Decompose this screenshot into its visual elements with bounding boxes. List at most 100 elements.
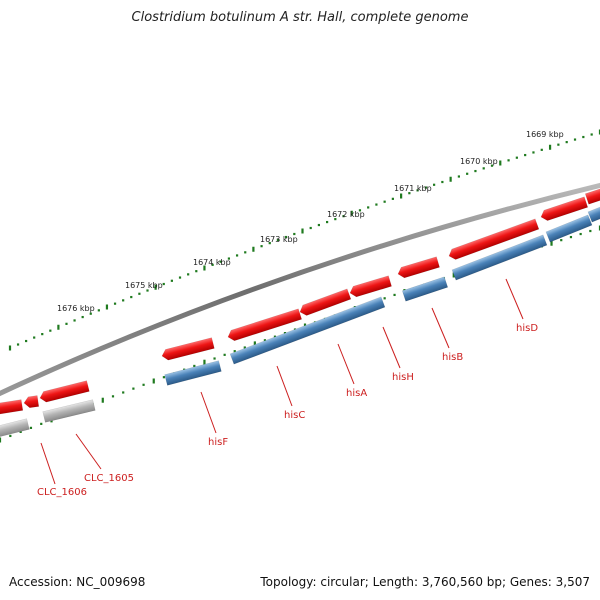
gene-label[interactable]: hisC [284, 410, 305, 421]
ruler-minor-tick [383, 200, 386, 203]
gene-arrow [229, 296, 386, 365]
ruler-minor-tick [416, 189, 419, 192]
ruler-major-tick [499, 160, 502, 166]
genome-backbone [0, 182, 600, 397]
feature-arrow [540, 196, 589, 221]
genome-summary: Topology: circular; Length: 3,760,560 bp… [260, 575, 590, 589]
ruler-minor-tick [122, 391, 125, 394]
ruler-minor-tick [408, 192, 411, 195]
ruler-label: 1669 kbp [526, 130, 564, 139]
ruler-major-tick [101, 397, 104, 403]
ruler-minor-tick [457, 175, 460, 178]
ruler-minor-tick [263, 339, 267, 342]
ruler-major-tick [400, 193, 403, 199]
ruler-minor-tick [276, 238, 280, 242]
ruler-minor-tick [490, 164, 494, 167]
ruler-major-tick [452, 272, 455, 278]
ruler-minor-tick [89, 312, 92, 315]
ruler-major-tick [152, 378, 155, 384]
ruler-label: 1674 kbp [193, 258, 231, 267]
ruler-minor-tick [122, 299, 125, 302]
ruler-minor-tick [569, 235, 573, 239]
ruler-minor-tick [317, 223, 320, 227]
ruler-minor-tick [211, 263, 214, 266]
ruler-major-tick [0, 437, 2, 443]
ruler-minor-tick [273, 335, 277, 338]
feature-arrow [0, 399, 24, 415]
ruler-major-tick [548, 144, 552, 150]
feature-tracks [0, 187, 600, 438]
ruler-minor-tick [162, 376, 166, 379]
ruler-minor-tick [178, 276, 182, 279]
gene-label[interactable]: hisF [208, 437, 228, 448]
gene-label[interactable]: CLC_1605 [84, 473, 134, 484]
ruler-major-tick [550, 240, 553, 246]
ruler-minor-tick [16, 343, 20, 346]
gene-arrow-grey [0, 418, 30, 438]
accession-text: Accession: NC_009698 [9, 575, 146, 589]
gene-arrow [587, 205, 600, 223]
ruler-major-tick [350, 210, 353, 216]
ruler-minor-tick [507, 159, 510, 162]
ruler-minor-tick [195, 270, 198, 273]
ruler-minor-tick [29, 426, 33, 429]
map-title: Clostridium botulinum A str. Hall, compl… [131, 10, 469, 25]
ruler-minor-tick [81, 315, 84, 319]
ruler-minor-tick [162, 282, 165, 286]
ruler-minor-tick [49, 329, 52, 332]
ruler-major-tick [598, 129, 600, 135]
ruler-minor-tick [187, 273, 190, 276]
feature-arrow [349, 275, 392, 298]
ruler-major-tick [8, 345, 12, 351]
ruler-minor-tick [132, 387, 135, 390]
ruler-minor-tick [233, 350, 236, 353]
gene-arrow [545, 214, 593, 243]
feature-arrow [39, 380, 90, 403]
ruler-minor-tick [243, 346, 246, 349]
gene-label[interactable]: hisD [516, 323, 538, 334]
ruler-minor-tick [146, 289, 149, 292]
gene-label[interactable]: hisH [392, 372, 414, 383]
ruler-minor-tick [244, 251, 247, 254]
ruler-minor-tick [474, 169, 477, 173]
ruler-major-tick [449, 176, 452, 182]
gene-label[interactable]: hisB [442, 352, 463, 363]
ruler-minor-tick [170, 279, 173, 282]
feature-arrow [397, 256, 440, 279]
ruler-minor-tick [557, 143, 560, 146]
ruler-minor-tick [193, 364, 196, 368]
ruler-major-tick [252, 246, 255, 252]
ruler-minor-tick [515, 156, 518, 159]
ruler-minor-tick [582, 135, 585, 139]
feature-arrow [23, 395, 40, 409]
ruler-major-tick [598, 225, 600, 231]
ruler-major-tick [253, 341, 256, 347]
gene-arrow [401, 276, 449, 302]
ruler-major-tick [203, 359, 206, 365]
ruler-minor-tick [565, 141, 568, 144]
leader-line [75, 433, 102, 470]
ruler-minor-tick [111, 395, 115, 398]
ruler-major-tick [203, 265, 206, 271]
gene-label[interactable]: CLC_1606 [37, 487, 87, 498]
ruler-minor-tick [358, 209, 362, 212]
ruler-minor-tick [227, 257, 231, 260]
leader-line [276, 365, 293, 407]
ruler-minor-tick [391, 197, 394, 200]
ruler-minor-tick [9, 434, 12, 438]
ruler-major-tick [154, 284, 157, 290]
ruler-minor-tick [482, 167, 485, 170]
ruler-minor-tick [326, 220, 329, 224]
leader-line [337, 343, 355, 385]
ruler-minor-tick [466, 172, 469, 175]
ruler-label: 1671 kbp [394, 184, 432, 193]
feature-arrow [584, 187, 600, 205]
feature-arrow [227, 308, 302, 341]
gene-arrow [451, 234, 548, 281]
ruler-minor-tick [113, 302, 117, 305]
ruler-minor-tick [540, 148, 543, 151]
gene-label[interactable]: hisA [346, 388, 367, 399]
ruler-minor-tick [579, 232, 582, 236]
feature-arrow [448, 218, 540, 260]
ruler-major-tick [301, 228, 304, 234]
